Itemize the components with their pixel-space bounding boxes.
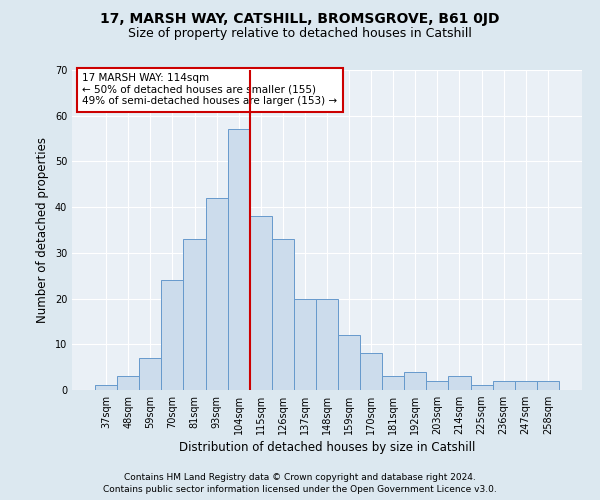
Y-axis label: Number of detached properties: Number of detached properties <box>36 137 49 323</box>
Bar <box>515 381 537 390</box>
Bar <box>117 376 139 390</box>
Bar <box>316 298 338 390</box>
Text: Contains HM Land Registry data © Crown copyright and database right 2024.: Contains HM Land Registry data © Crown c… <box>124 472 476 482</box>
Bar <box>161 280 184 390</box>
Bar <box>250 216 272 390</box>
Text: Contains public sector information licensed under the Open Government Licence v3: Contains public sector information licen… <box>103 485 497 494</box>
Bar <box>493 381 515 390</box>
Bar <box>382 376 404 390</box>
Bar <box>95 386 117 390</box>
Bar <box>272 239 294 390</box>
Bar <box>227 130 250 390</box>
Bar <box>338 335 360 390</box>
Bar <box>470 386 493 390</box>
Text: 17 MARSH WAY: 114sqm
← 50% of detached houses are smaller (155)
49% of semi-deta: 17 MARSH WAY: 114sqm ← 50% of detached h… <box>82 73 337 106</box>
Bar <box>139 358 161 390</box>
Bar <box>184 239 206 390</box>
Bar <box>448 376 470 390</box>
Bar <box>360 354 382 390</box>
Bar <box>294 298 316 390</box>
Bar <box>206 198 227 390</box>
Bar <box>404 372 427 390</box>
Bar <box>537 381 559 390</box>
Bar <box>427 381 448 390</box>
X-axis label: Distribution of detached houses by size in Catshill: Distribution of detached houses by size … <box>179 442 475 454</box>
Text: Size of property relative to detached houses in Catshill: Size of property relative to detached ho… <box>128 28 472 40</box>
Text: 17, MARSH WAY, CATSHILL, BROMSGROVE, B61 0JD: 17, MARSH WAY, CATSHILL, BROMSGROVE, B61… <box>100 12 500 26</box>
